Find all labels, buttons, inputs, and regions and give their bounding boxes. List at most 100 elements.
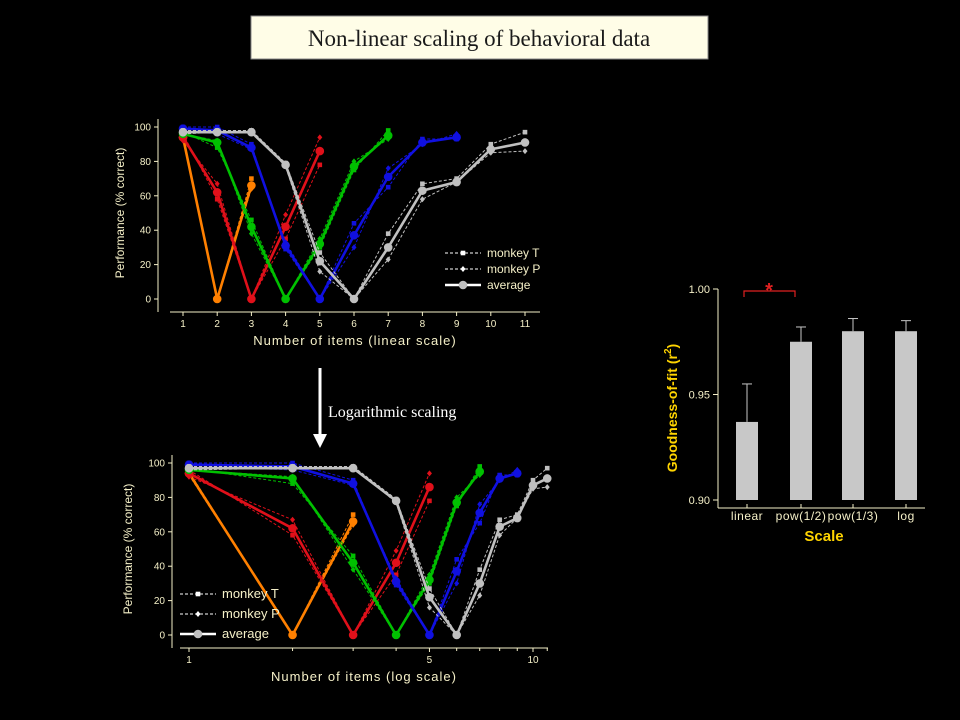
x-tick-label: pow(1/3): [828, 509, 879, 523]
point-average: [452, 177, 461, 187]
point-average: [391, 577, 401, 586]
y-axis-label-superscript: 2: [663, 348, 674, 354]
point-average: [512, 513, 522, 523]
y-tick-label: 0.90: [689, 495, 710, 507]
x-axis-label: Number of items (log scale): [271, 669, 457, 684]
point-monkeyT: [454, 557, 459, 562]
series-gray: [178, 127, 530, 304]
y-tick-label: 100: [148, 459, 165, 470]
point-monkeyT: [351, 221, 357, 226]
legend: monkey T monkey P average: [180, 586, 280, 641]
point-average: [247, 222, 256, 232]
point-average: [383, 172, 393, 182]
y-tick-label: 40: [140, 226, 152, 237]
point-average: [348, 517, 358, 526]
point-monkeyP: [351, 244, 357, 251]
point-average: [349, 162, 359, 171]
point-average: [425, 630, 434, 640]
point-average: [418, 138, 427, 147]
title-box-bg: [250, 15, 709, 60]
point-average: [281, 294, 290, 304]
legend-marker: [460, 250, 466, 256]
point-monkeyT: [350, 512, 356, 517]
y-axis-label: Goodness-of-fit (r2): [663, 344, 680, 472]
point-average: [247, 143, 256, 152]
point-average: [247, 181, 256, 190]
point-average: [425, 575, 434, 585]
x-tick-label: log: [897, 509, 915, 523]
point-monkeyT: [477, 464, 483, 469]
point-monkeyP: [393, 547, 399, 554]
point-average: [383, 243, 393, 252]
point-monkeyT: [420, 181, 425, 187]
point-monkeyT: [249, 176, 254, 181]
point-monkeyP: [477, 592, 483, 599]
x-axis-label: Scale: [804, 528, 843, 545]
y-axis-label-main: Goodness-of-fit (r: [664, 353, 680, 472]
legend-label: average: [222, 626, 269, 641]
point-monkeyT: [214, 145, 220, 150]
point-average: [315, 146, 325, 156]
page-title: Non-linear scaling of behavioral data: [308, 26, 650, 51]
point-average: [528, 481, 538, 490]
y-axis-label: Performance (% correct): [113, 148, 127, 279]
arrow-label: Logarithmic scaling: [328, 404, 456, 421]
legend-marker: [458, 280, 468, 290]
y-tick-label: 60: [140, 191, 152, 202]
y-tick-label: 100: [134, 123, 151, 134]
y-tick-label: 60: [154, 527, 166, 538]
y-tick-label: 0: [145, 295, 151, 306]
line-average: [181, 137, 253, 300]
x-tick-label: 3: [249, 319, 255, 330]
point-average: [452, 498, 461, 507]
point-monkeyT: [530, 477, 536, 483]
point-average: [288, 524, 297, 533]
point-average: [212, 188, 222, 197]
y-tick-label: 0: [159, 631, 165, 642]
arrow-head: [313, 434, 327, 448]
point-monkeyT: [497, 517, 502, 523]
point-average: [486, 145, 496, 154]
x-tick-label: 2: [214, 319, 220, 330]
point-monkeyT: [385, 184, 391, 190]
point-average: [184, 463, 194, 473]
y-tick-label: 20: [140, 260, 152, 271]
point-average: [348, 630, 358, 640]
point-monkeyT: [317, 162, 323, 168]
legend: monkey T monkey P average: [445, 246, 540, 292]
significance-star: *: [765, 280, 773, 302]
y-axis-label: Performance (% correct): [121, 484, 135, 615]
point-average: [425, 592, 434, 602]
bar: [790, 341, 812, 500]
goodness-of-fit-chart: 0.90 0.95 1.00 linear pow(1/2) pow(1/3) log * Sc…: [663, 280, 925, 545]
point-monkeyP: [350, 566, 356, 573]
point-monkeyT: [393, 572, 399, 578]
point-average: [281, 241, 290, 250]
point-monkeyP: [290, 516, 296, 523]
point-monkeyP: [283, 211, 289, 218]
x-tick-label: 11: [520, 319, 531, 330]
point-monkeyT: [214, 196, 220, 202]
point-average: [475, 579, 485, 588]
point-monkeyT: [290, 532, 295, 538]
log-scale-chart: 0 20 40 60 80 100 1 5 10 Number of items (log sca…: [121, 455, 552, 684]
point-monkeyT: [477, 520, 483, 526]
point-monkeyT: [290, 481, 295, 486]
line-monkeyT: [182, 133, 321, 301]
title-box: Non-linear scaling of behavioral data: [250, 15, 709, 60]
x-tick-label: 6: [351, 319, 357, 330]
linear-scale-chart: 0 20 40 60 80 100 1 2 3 4 5 6 7 8 9 10 11 Number of items…: [113, 119, 540, 348]
bar: [736, 421, 758, 500]
y-axis-label-close: ): [664, 344, 680, 349]
point-monkeyP: [477, 501, 483, 508]
point-average: [452, 567, 461, 576]
scaling-arrow: Logarithmic scaling: [313, 368, 456, 448]
point-average: [383, 131, 393, 140]
point-average: [452, 630, 461, 640]
legend-label: average: [487, 278, 531, 292]
point-average: [425, 482, 434, 492]
point-average: [520, 138, 530, 147]
legend-label: monkey P: [222, 606, 280, 621]
point-average: [247, 127, 256, 137]
